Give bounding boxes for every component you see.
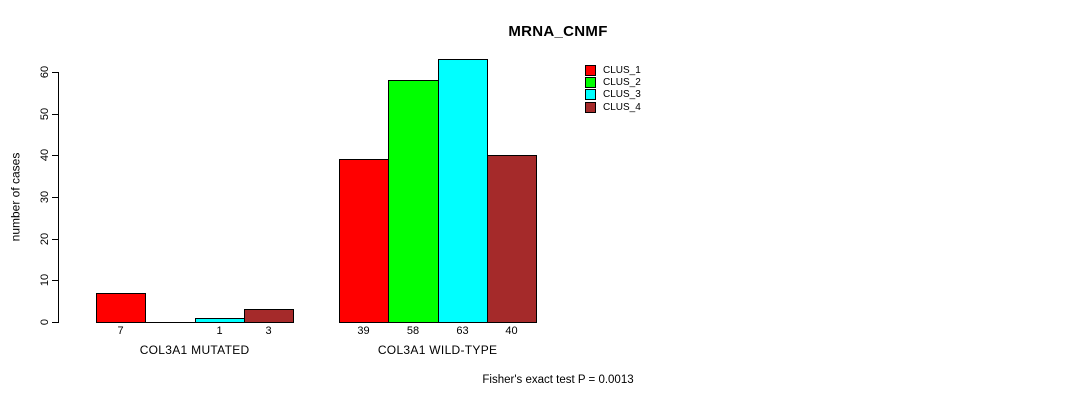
y-axis-line [58, 72, 59, 323]
bar-value-label: 39 [357, 325, 370, 337]
bar-clus_3 [195, 318, 245, 323]
y-axis-tick-label: 30 [39, 190, 51, 204]
y-axis-tick [52, 280, 58, 281]
group-label: COL3A1 WILD-TYPE [377, 342, 498, 357]
y-axis-tick [52, 197, 58, 198]
legend-swatch [585, 77, 596, 89]
legend-swatch [585, 89, 596, 101]
y-axis-title: number of cases [8, 152, 22, 242]
bar-value-label: 63 [456, 325, 469, 337]
bar-value-label: 7 [117, 325, 124, 337]
y-axis-tick-label: 20 [39, 232, 51, 246]
y-axis-tick-label: 50 [39, 107, 51, 121]
bar-value-label: 58 [406, 325, 420, 337]
bar-value-label: 3 [265, 325, 272, 337]
y-axis-tick-label: 10 [39, 273, 51, 287]
legend-swatch [585, 64, 596, 76]
legend-swatch [585, 101, 596, 113]
y-axis-tick [52, 114, 58, 115]
bar-clus_4 [244, 309, 294, 323]
group-label: COL3A1 MUTATED [139, 342, 250, 357]
bar-clus_1 [96, 293, 146, 323]
legend-label: CLUS_3 [603, 89, 641, 101]
y-axis-tick-label: 60 [39, 65, 51, 79]
legend: CLUS_1 CLUS_2 CLUS_3 CLUS_4 [585, 64, 641, 114]
legend-label: CLUS_4 [603, 101, 641, 113]
legend-label: CLUS_1 [603, 64, 641, 76]
y-axis-tick [52, 155, 58, 156]
legend-row: CLUS_3 [585, 89, 641, 101]
bar-value-label: 1 [216, 325, 223, 337]
annotation-fisher-test: Fisher's exact test P = 0.0013 [482, 374, 634, 386]
y-axis-tick [52, 322, 58, 323]
y-axis-tick-label: 40 [39, 148, 51, 162]
legend-row: CLUS_4 [585, 101, 641, 113]
legend-row: CLUS_1 [585, 64, 641, 76]
y-axis-tick-label: 0 [39, 318, 51, 326]
bar-clus_2 [388, 80, 439, 323]
legend-label: CLUS_2 [603, 77, 641, 89]
y-axis-tick [52, 239, 58, 240]
y-axis-tick [52, 72, 58, 73]
bar-clus_4 [487, 155, 537, 323]
bar-value-label: 40 [505, 325, 518, 337]
legend-row: CLUS_2 [585, 76, 641, 89]
chart-title: MRNA_CNMF [508, 22, 608, 40]
bar-clus_3 [438, 59, 488, 323]
bar-clus_1 [339, 159, 389, 323]
